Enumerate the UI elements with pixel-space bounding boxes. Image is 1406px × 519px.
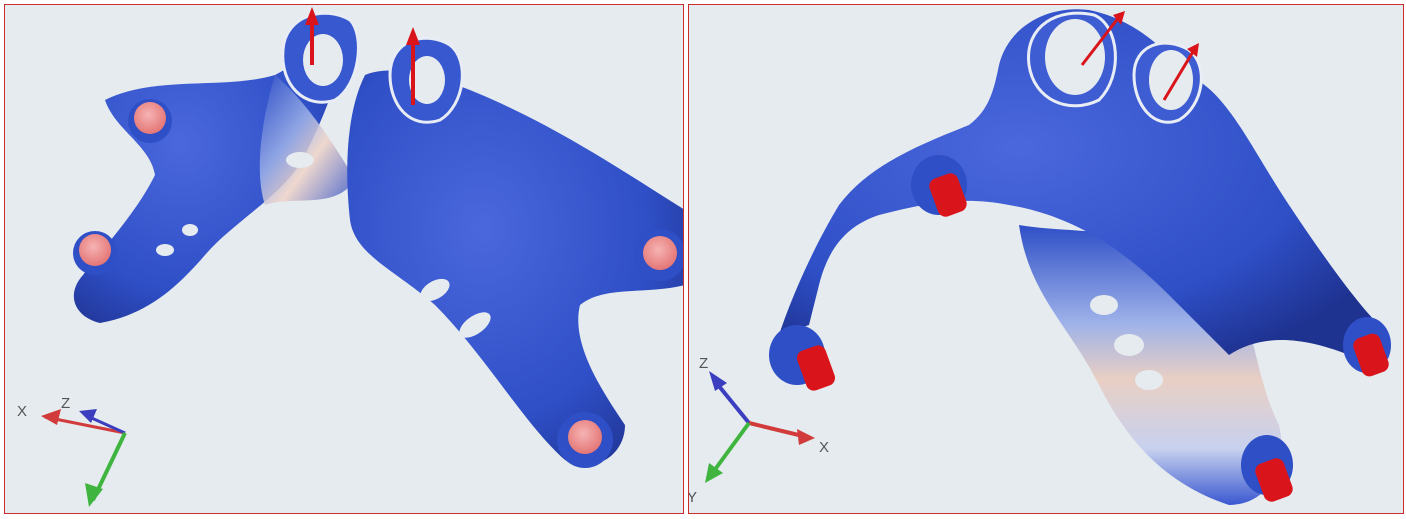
cutout-1 [420, 278, 450, 302]
axis-triad-left [41, 409, 127, 507]
cutout-4 [182, 224, 198, 236]
cutout-3 [156, 244, 174, 256]
pin-4 [557, 412, 613, 468]
upper-body [779, 9, 1379, 355]
ear-hole-1 [1045, 19, 1105, 95]
cutout-3 [1135, 370, 1163, 390]
cutout-2 [1114, 334, 1144, 356]
viewport-right[interactable]: Z X Y [688, 4, 1404, 514]
viewport-left[interactable]: X Z [4, 4, 684, 514]
load-arrow-1 [305, 7, 319, 65]
pin-3 [1343, 317, 1391, 377]
pin-1 [128, 99, 172, 143]
load-arrow-2 [406, 27, 420, 105]
pin-3 [634, 229, 683, 281]
cutout-2 [459, 312, 491, 338]
ear-hole-2 [409, 56, 445, 104]
bracket-left-web [259, 75, 355, 205]
axis-label-x: X [17, 403, 28, 420]
axis-triad-right [705, 371, 815, 483]
axis-label-z: Z [699, 355, 709, 372]
pin-4 [1241, 435, 1293, 502]
ear-hole-1 [303, 34, 343, 86]
mesh-render-left[interactable] [5, 5, 683, 513]
ear-hole-2 [1149, 50, 1193, 110]
mesh-render-right[interactable] [689, 5, 1403, 513]
cutout-5 [286, 152, 314, 168]
load-arrow-2 [1162, 43, 1199, 101]
pin-2 [769, 325, 836, 391]
axis-label-y: Y [688, 489, 698, 506]
axis-label-x: X [819, 439, 830, 456]
bracket-right-body [347, 70, 683, 465]
cutout-1 [1090, 295, 1118, 315]
load-arrow-1 [1080, 11, 1125, 66]
axis-label-z: Z [61, 395, 71, 412]
pin-1 [911, 155, 967, 217]
pin-2 [73, 231, 117, 275]
